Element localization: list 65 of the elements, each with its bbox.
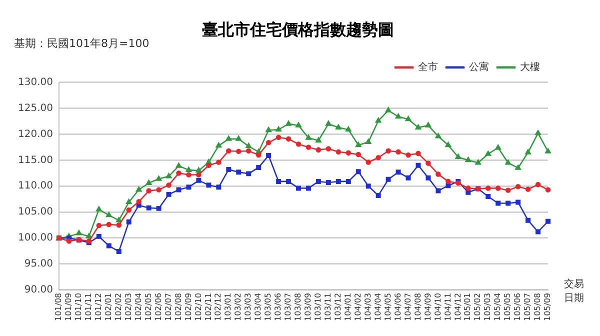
x-tick-label: 103/05	[264, 292, 273, 322]
y-tick-label: 130.00	[18, 76, 53, 88]
legend-label: 大樓	[520, 60, 540, 73]
chart-title: 臺北市住宅價格指數趨勢圖	[201, 20, 395, 41]
x-tick-label: 103/12	[334, 292, 343, 322]
x-tick-label: 103/07	[284, 292, 293, 322]
x-tick-label: 104/12	[453, 292, 462, 322]
x-axis-title: 交易日期	[564, 278, 585, 306]
x-tick-label: 104/06	[393, 292, 402, 322]
x-tick-label: 101/12	[94, 292, 103, 322]
y-tick-label: 120.00	[18, 128, 53, 140]
x-tick-label: 105/06	[513, 292, 522, 322]
x-tick-label: 104/07	[403, 292, 412, 322]
x-tick-label: 102/05	[144, 292, 153, 322]
x-tick-label: 102/12	[214, 292, 223, 322]
x-tick-label: 102/07	[164, 292, 173, 322]
chart-subtitle: 基期：民國101年8月=100	[14, 36, 150, 51]
x-tick-label: 103/10	[314, 292, 323, 322]
x-tick-label: 102/02	[114, 292, 123, 322]
legend-label: 公寓	[469, 60, 489, 73]
x-tick-label: 104/08	[413, 292, 422, 322]
x-tick-label: 104/02	[353, 292, 362, 322]
x-tick-label: 105/07	[523, 292, 532, 322]
legend-label: 全市	[418, 60, 438, 73]
x-tick-label: 103/11	[324, 292, 333, 322]
x-tick-label: 103/01	[224, 292, 233, 322]
x-tick-label: 105/01	[463, 292, 472, 322]
x-tick-label: 103/08	[294, 292, 303, 322]
x-tick-label: 102/06	[154, 292, 163, 322]
x-tick-label: 104/01	[343, 292, 352, 322]
x-tick-label: 102/10	[194, 292, 203, 322]
y-tick-label: 90.00	[24, 284, 53, 296]
x-tick-label: 103/04	[254, 292, 263, 322]
x-tick-label: 102/09	[184, 292, 193, 322]
x-tick-label: 102/01	[104, 292, 113, 322]
x-tick-label: 104/09	[423, 292, 432, 322]
x-tick-label: 105/03	[483, 292, 492, 322]
x-tick-label: 103/02	[234, 292, 243, 322]
x-tick-label: 102/04	[134, 292, 143, 322]
x-tick-label: 104/11	[443, 292, 452, 322]
x-tick-label: 101/08	[54, 292, 64, 322]
y-tick-label: 95.00	[24, 258, 53, 270]
x-tick-label: 101/09	[64, 292, 74, 322]
y-tick-label: 105.00	[18, 206, 53, 218]
x-tick-label: 101/10	[74, 292, 84, 322]
x-tick-label: 105/05	[503, 292, 512, 322]
x-tick-label: 105/09	[543, 292, 552, 322]
x-tick-label: 105/04	[493, 292, 502, 322]
y-tick-label: 125.00	[18, 102, 53, 114]
x-tick-label: 101/11	[84, 292, 94, 322]
y-tick-label: 110.00	[18, 180, 53, 192]
x-tick-label: 105/02	[473, 292, 482, 322]
x-tick-label: 103/06	[274, 292, 283, 322]
x-tick-label: 103/03	[244, 292, 253, 322]
x-tick-label: 104/04	[373, 292, 382, 322]
x-tick-label: 104/05	[383, 292, 392, 322]
x-tick-label: 104/10	[433, 292, 442, 322]
y-tick-label: 100.00	[18, 232, 53, 244]
x-tick-label: 104/03	[363, 292, 372, 322]
x-tick-label: 102/08	[174, 292, 183, 322]
y-tick-label: 115.00	[18, 154, 53, 166]
x-tick-label: 103/09	[304, 292, 313, 322]
x-tick-label: 105/08	[533, 292, 542, 322]
x-tick-label: 102/03	[124, 292, 133, 322]
x-tick-label: 102/11	[204, 292, 213, 322]
